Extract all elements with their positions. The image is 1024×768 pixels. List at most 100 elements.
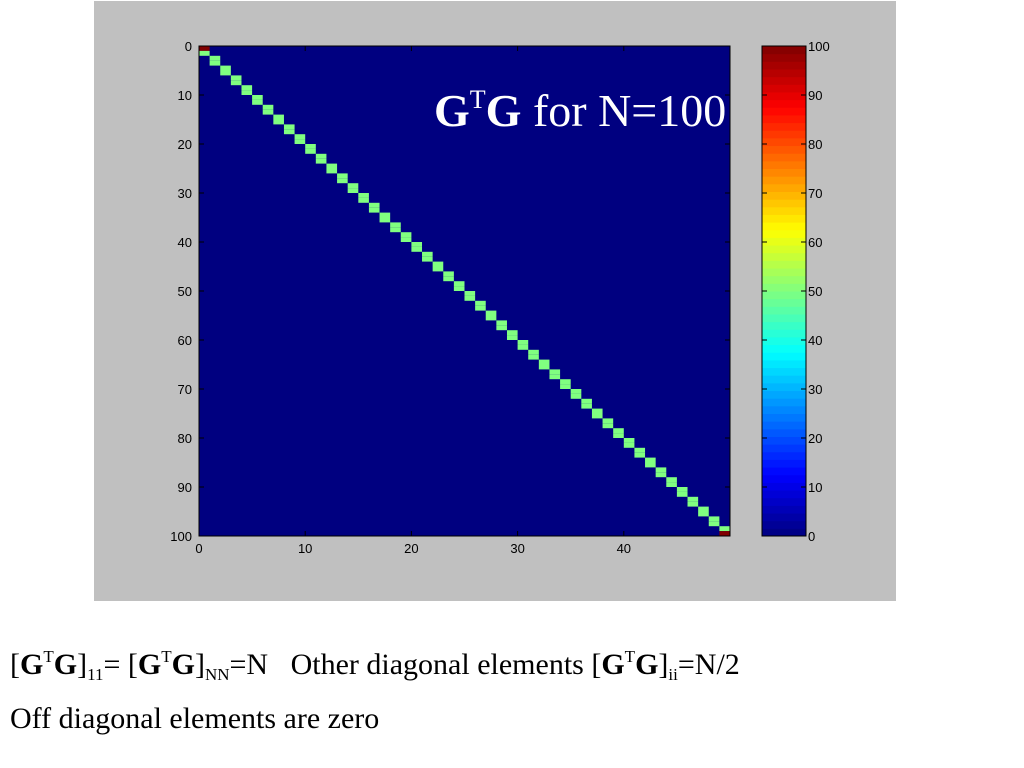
- diagonal-cell: [687, 496, 699, 502]
- colorbar-band: [762, 260, 806, 269]
- colorbar-band: [762, 321, 806, 330]
- y-tick-label: 10: [178, 88, 192, 103]
- colorbar-band: [762, 375, 806, 384]
- colorbar-band: [762, 505, 806, 514]
- diagonal-cell: [422, 256, 433, 262]
- diagonal-cell: [506, 330, 518, 336]
- colorbar-band: [762, 405, 806, 414]
- diagonal-cell: [422, 251, 433, 257]
- diagonal-cell: [485, 310, 497, 316]
- diagonal-cell: [262, 104, 274, 110]
- diagonal-cell: [315, 158, 327, 164]
- colorbar-band: [762, 130, 806, 139]
- colorbar-band: [762, 444, 806, 453]
- colorbar-band: [762, 191, 806, 200]
- colorbar-band: [762, 145, 806, 154]
- diagonal-cell: [220, 65, 231, 71]
- diagonal-cell: [676, 491, 688, 497]
- colorbar-band: [762, 199, 806, 208]
- y-tick-label: 100: [170, 529, 192, 544]
- diagonal-cell: [464, 295, 476, 301]
- diagonal-cell: [347, 188, 359, 193]
- colorbar-band: [762, 459, 806, 468]
- diagonal-cell: [294, 134, 306, 140]
- y-tick-label: 20: [178, 137, 192, 152]
- colorbar-band: [762, 428, 806, 437]
- diagonal-cell: [347, 183, 359, 189]
- caption-line-1: [GTG]11= [GTG]NN=N Other diagonal elemen…: [10, 647, 740, 684]
- diagonal-cell: [708, 521, 720, 527]
- colorbar-tick-label: 60: [808, 235, 822, 250]
- diagonal-cell: [368, 202, 380, 208]
- diagonal-cell: [283, 129, 295, 135]
- diagonal-cell: [634, 452, 646, 458]
- diagonal-cell: [538, 359, 550, 365]
- colorbar-tick-label: 0: [808, 529, 815, 544]
- diagonal-cell: [262, 109, 274, 115]
- diagonal-cell: [273, 119, 284, 125]
- diagonal-cell: [400, 237, 412, 242]
- diagonal-cell: [666, 477, 677, 483]
- diagonal-cell: [528, 354, 539, 360]
- colorbar-tick-label: 50: [808, 284, 822, 299]
- diagonal-cell: [549, 369, 561, 375]
- colorbar-band: [762, 490, 806, 499]
- colorbar-band: [762, 160, 806, 169]
- colorbar-band: [762, 168, 806, 177]
- diagonal-cell: [400, 232, 412, 238]
- diagonal-cell: [443, 271, 454, 277]
- colorbar-band: [762, 329, 806, 338]
- diagonal-cell: [379, 212, 391, 218]
- diagonal-cell: [570, 389, 582, 394]
- diagonal-cell: [358, 193, 369, 198]
- colorbar-band: [762, 99, 806, 108]
- colorbar-band: [762, 53, 806, 62]
- diagonal-cell: [379, 217, 391, 223]
- colorbar-band: [762, 306, 806, 315]
- colorbar-band: [762, 137, 806, 147]
- x-tick-label: 20: [404, 541, 418, 556]
- colorbar-band: [762, 291, 806, 300]
- diagonal-cell: [613, 428, 624, 434]
- diagonal-cell: [623, 442, 635, 448]
- colorbar-band: [762, 46, 806, 55]
- x-tick-label: 40: [617, 541, 631, 556]
- diagonal-cell: [698, 506, 709, 512]
- colorbar-band: [762, 76, 806, 85]
- diagonal-cell: [549, 374, 561, 380]
- diagonal-cell: [464, 291, 476, 296]
- diagonal-cell: [294, 139, 306, 144]
- diagonal-cell: [517, 340, 529, 345]
- colorbar-band: [762, 229, 806, 238]
- figure-panel: 0 10 20 30 40 50 60 70 80 90 100 0 10 20 30 40 0 10 20 30 40…: [94, 1, 896, 601]
- diagonal-cell: [708, 516, 720, 522]
- colorbar-band: [762, 153, 806, 162]
- colorbar-band: [762, 237, 806, 246]
- colorbar-tick-label: 90: [808, 88, 822, 103]
- diagonal-cell: [241, 90, 253, 95]
- diagonal-cell: [581, 398, 592, 404]
- diagonal-cell: [475, 305, 486, 311]
- colorbar-band: [762, 451, 806, 460]
- colorbar-band: [762, 436, 806, 445]
- colorbar-band: [762, 91, 806, 101]
- plot-title: GTG for N=100: [434, 85, 727, 136]
- diagonal-cell: [252, 95, 263, 100]
- diagonal-cell: [337, 178, 348, 184]
- diagonal-cell: [443, 276, 454, 282]
- colorbar-band: [762, 283, 806, 292]
- diagonal-cell: [496, 320, 507, 326]
- colorbar-band: [762, 390, 806, 399]
- diagonal-cell: [305, 144, 316, 149]
- colorbar-band: [762, 344, 806, 353]
- diagonal-cell: [698, 511, 709, 517]
- colorbar-band: [762, 298, 806, 307]
- diagonal-cell: [358, 197, 369, 203]
- diagonal-cell: [368, 207, 380, 213]
- diagonal-cell: [283, 124, 295, 130]
- colorbar-tick-label: 70: [808, 186, 822, 201]
- colorbar-band: [762, 68, 806, 78]
- diagonal-cell: [199, 46, 210, 51]
- diagonal-cell: [581, 403, 592, 409]
- colorbar-band: [762, 61, 806, 70]
